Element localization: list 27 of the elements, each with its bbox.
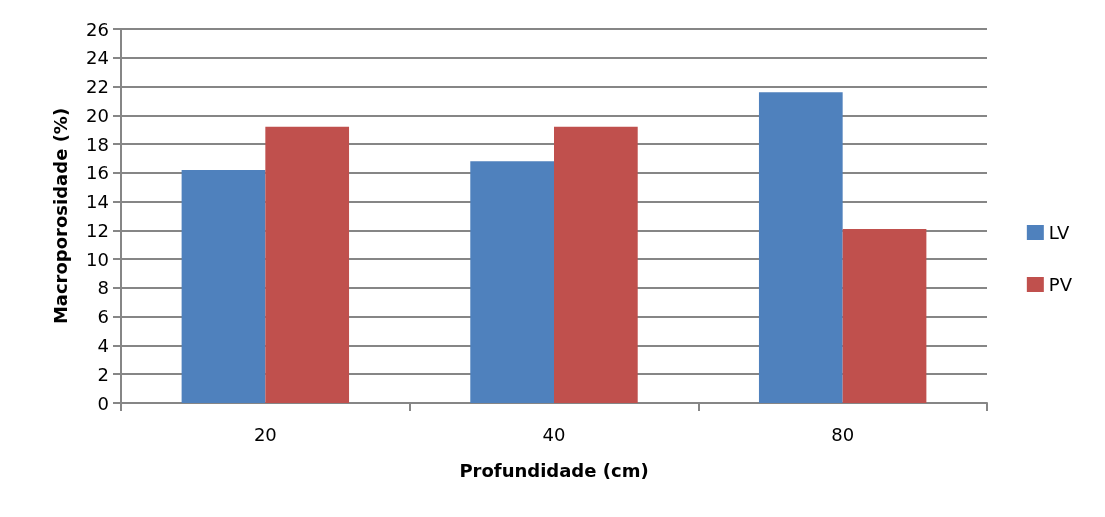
y-tick-label: 22 bbox=[86, 76, 109, 98]
x-axis-title: Profundidade (cm) bbox=[459, 459, 649, 481]
y-tick-label: 10 bbox=[86, 248, 109, 270]
bar bbox=[842, 228, 927, 403]
y-tick-label: 2 bbox=[97, 363, 109, 385]
y-tick-label: 14 bbox=[86, 191, 109, 213]
x-tick-label: 80 bbox=[831, 423, 855, 445]
bar bbox=[758, 92, 843, 403]
y-tick-label: 8 bbox=[97, 277, 109, 299]
y-tick-label: 4 bbox=[97, 334, 109, 356]
y-tick-label: 0 bbox=[97, 392, 109, 414]
bar bbox=[265, 126, 350, 403]
x-tick-label: 20 bbox=[253, 423, 277, 445]
legend-label: LV bbox=[1048, 222, 1070, 243]
y-tick-label: 12 bbox=[86, 219, 109, 241]
y-tick-label: 18 bbox=[86, 133, 109, 155]
y-axis-title: Macroporosidade (%) bbox=[49, 107, 71, 325]
y-tick-label: 16 bbox=[86, 162, 109, 184]
legend-label: PV bbox=[1048, 274, 1073, 295]
x-tick-label: 40 bbox=[542, 423, 566, 445]
bar bbox=[470, 161, 554, 403]
y-tick-label: 24 bbox=[86, 47, 109, 69]
bar bbox=[554, 126, 638, 403]
y-tick-label: 26 bbox=[86, 18, 109, 40]
y-tick-label: 20 bbox=[86, 104, 109, 126]
y-tick-label: 6 bbox=[97, 306, 109, 328]
bar bbox=[181, 169, 266, 403]
